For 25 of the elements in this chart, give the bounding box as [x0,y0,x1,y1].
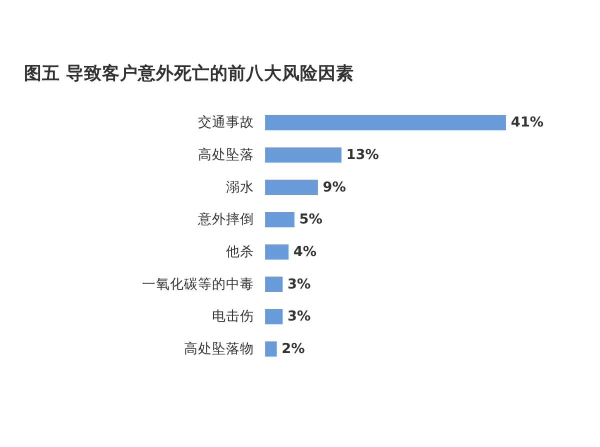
bar [265,115,506,130]
data-label: 4% [293,244,317,260]
data-label: 41% [510,114,544,131]
bar [265,180,318,195]
bar [265,244,289,260]
chart-title: 图五 导致客户意外死亡的前八大风险因素 [24,63,354,84]
y-tick-label: 他杀 [226,244,254,260]
data-label: 3% [288,276,311,292]
bar [265,276,283,292]
data-label: 3% [288,308,311,325]
data-label: 5% [299,212,323,228]
y-tick-label: 电击伤 [212,308,254,325]
y-tick-label: 意外摔倒 [197,212,254,228]
data-label: 9% [322,179,346,196]
y-tick-label: 一氧化碳等的中毒 [142,276,254,292]
y-tick-label: 高处坠落 [198,147,254,164]
y-tick-label: 溺水 [226,179,254,196]
data-label: 13% [346,147,380,164]
bar [265,212,294,228]
bar [265,309,283,324]
bar [265,147,342,163]
y-tick-label: 高处坠落物 [184,340,254,357]
y-tick-label: 交通事故 [198,114,254,131]
bar [265,341,277,357]
data-label: 2% [282,340,306,357]
